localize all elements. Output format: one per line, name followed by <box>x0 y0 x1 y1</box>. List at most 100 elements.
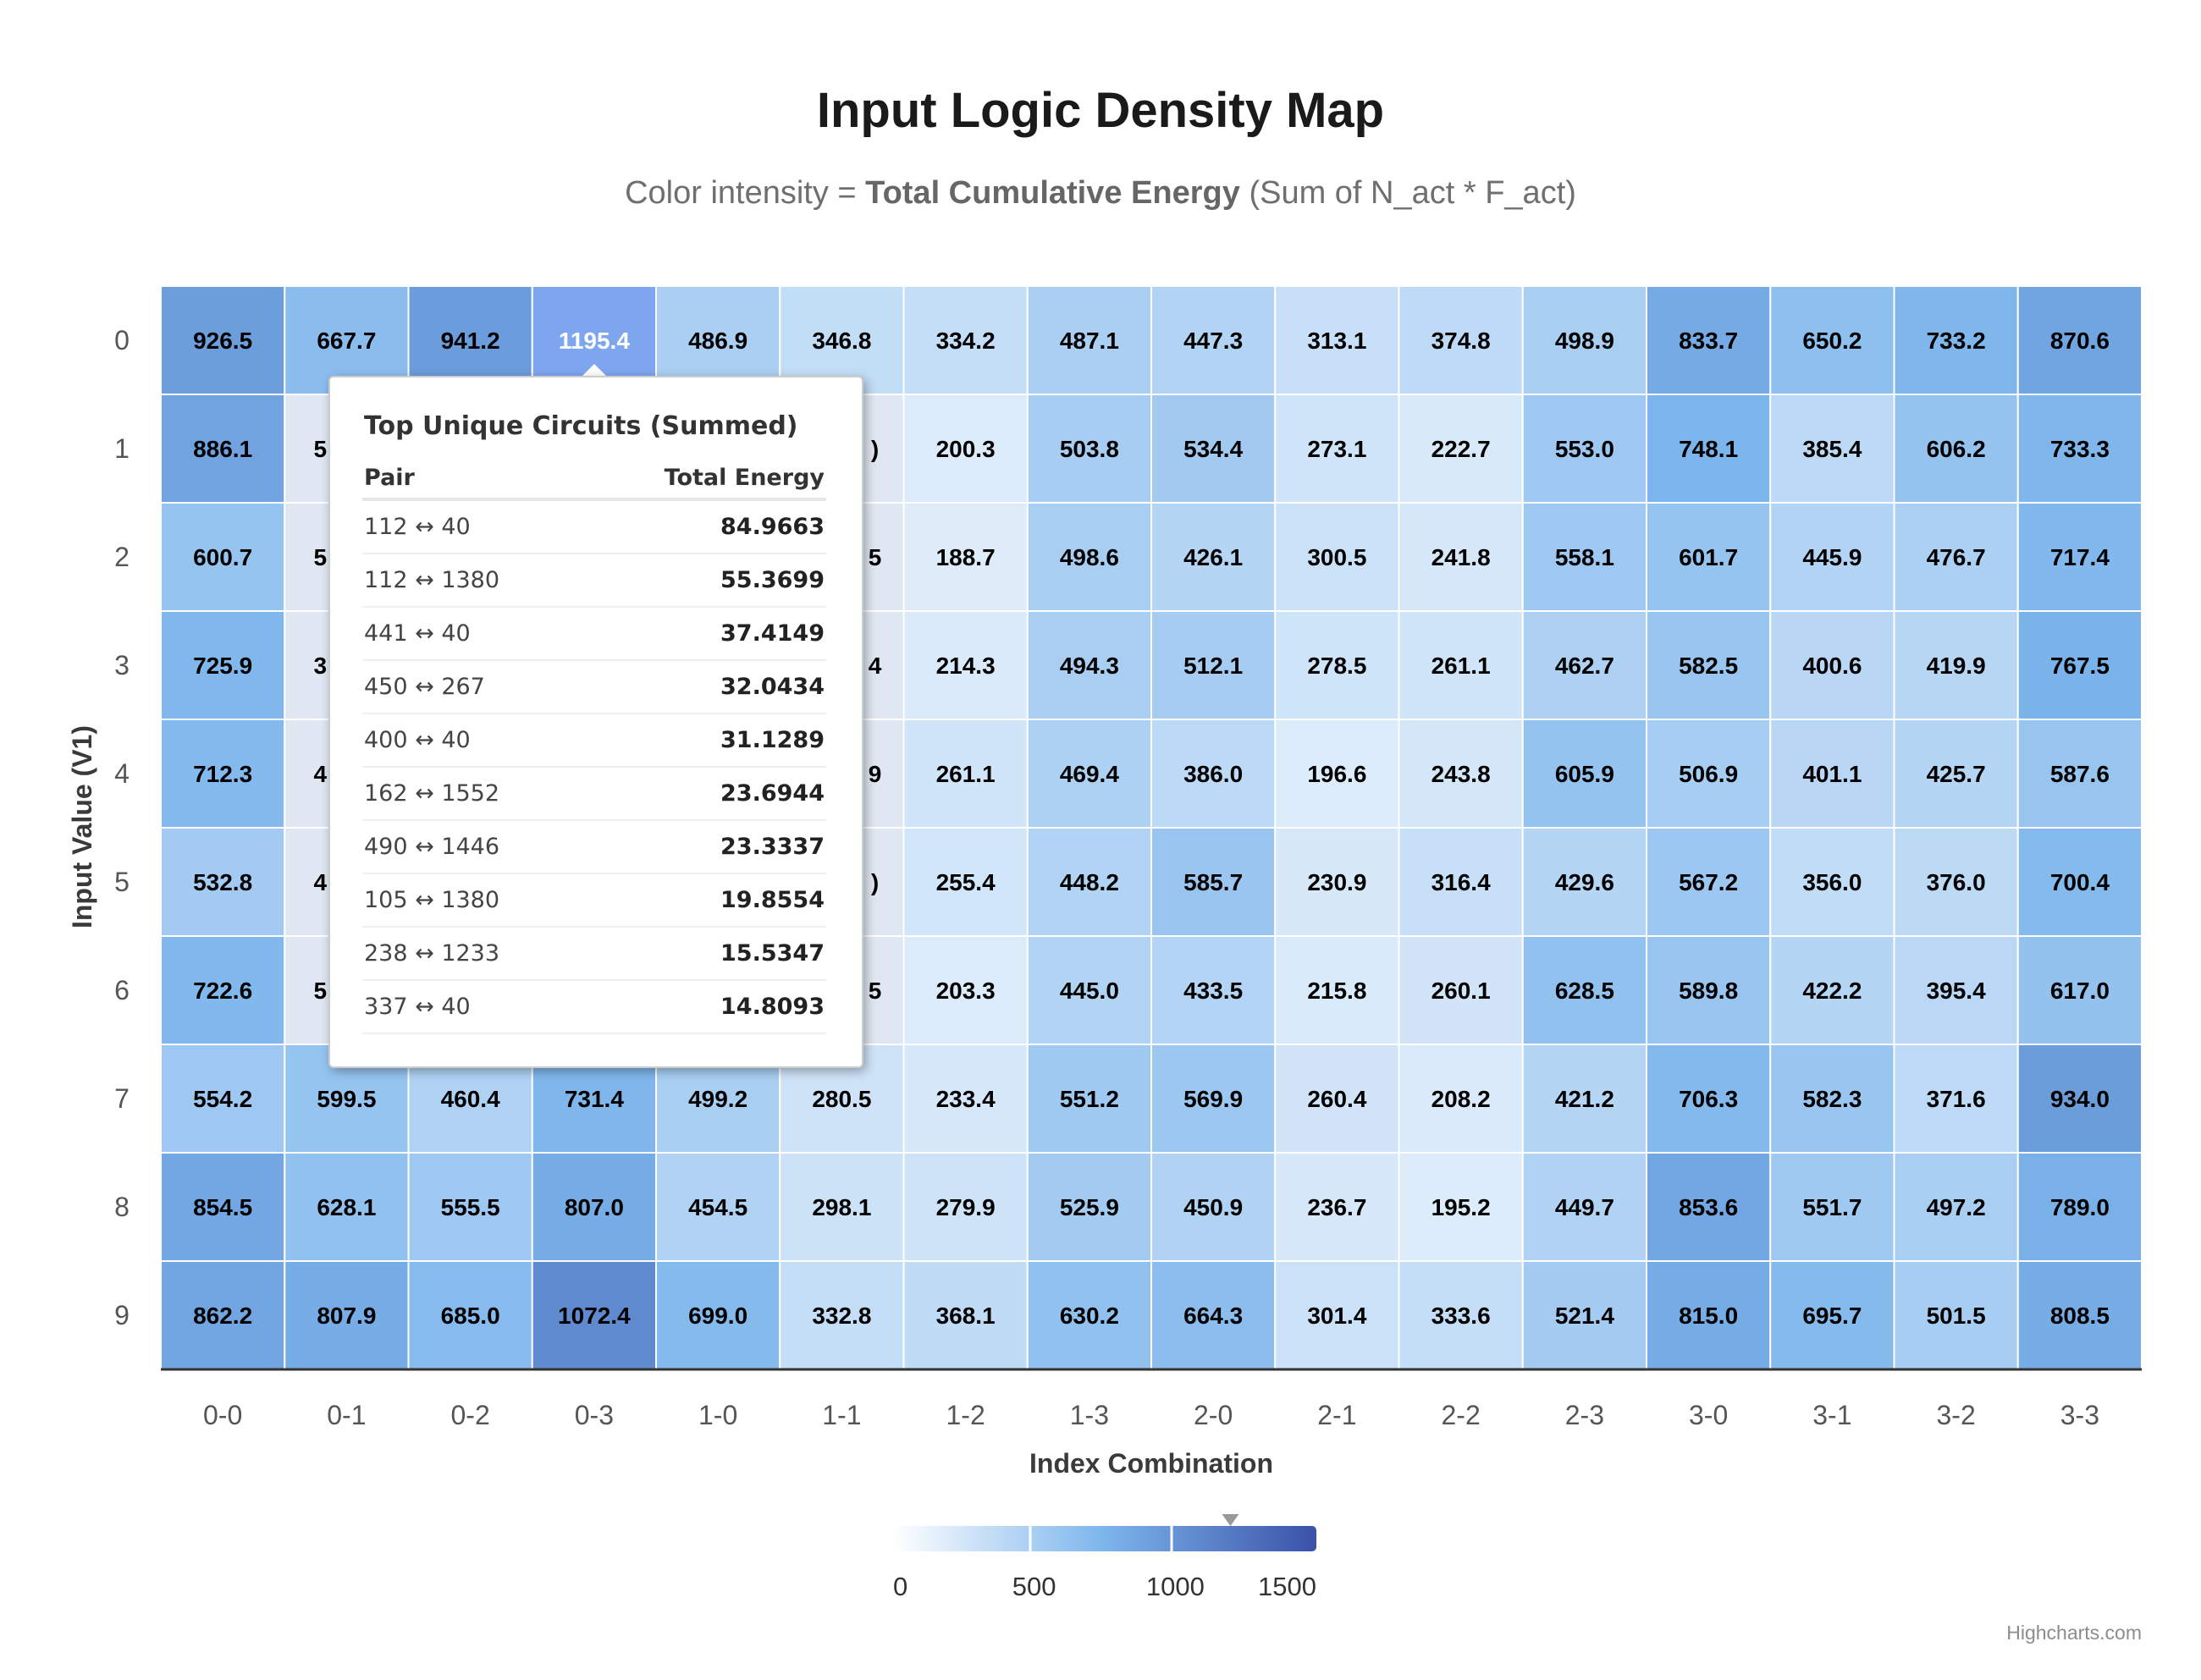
heatmap-cell[interactable] <box>1274 935 1400 1045</box>
heatmap-cell[interactable] <box>1274 719 1400 829</box>
heatmap-cell[interactable] <box>1646 1260 1772 1370</box>
heatmap-cell[interactable] <box>1150 1152 1277 1262</box>
heatmap-cell[interactable] <box>1646 1044 1772 1154</box>
heatmap-cell[interactable] <box>1274 502 1400 612</box>
cell-value-label: 733.2 <box>1927 328 1986 354</box>
heatmap-cell[interactable] <box>2016 610 2143 720</box>
heatmap-cell[interactable] <box>2016 935 2143 1045</box>
heatmap-cell[interactable] <box>1769 1152 1895 1262</box>
heatmap-cell[interactable] <box>1026 1260 1152 1370</box>
heatmap-cell[interactable] <box>1398 394 1524 504</box>
heatmap-cell[interactable] <box>1893 1152 2019 1262</box>
heatmap-cell[interactable] <box>1646 610 1772 720</box>
heatmap-cell[interactable] <box>1150 827 1277 937</box>
heatmap-cell[interactable] <box>1646 935 1772 1045</box>
heatmap-cell[interactable] <box>160 1044 286 1154</box>
cell-value-label-partial: ) <box>871 869 879 895</box>
heatmap-cell[interactable] <box>1521 610 1647 720</box>
heatmap-cell[interactable] <box>1893 1044 2019 1154</box>
heatmap-cell[interactable] <box>655 1260 781 1370</box>
heatmap-cell[interactable] <box>1769 935 1895 1045</box>
heatmap-cell[interactable] <box>1521 827 1647 937</box>
cell-value-label: 445.0 <box>1060 978 1119 1004</box>
cell-value-label: 301.4 <box>1307 1303 1366 1329</box>
heatmap-cell[interactable] <box>1026 502 1152 612</box>
heatmap-cell[interactable] <box>1769 827 1895 937</box>
heatmap-cell[interactable] <box>902 285 1029 395</box>
cell-value-label: 280.5 <box>812 1086 871 1112</box>
heatmap-cell[interactable] <box>1150 719 1277 829</box>
heatmap-cell[interactable] <box>1398 610 1524 720</box>
heatmap-cell[interactable] <box>1150 285 1277 395</box>
heatmap-cell[interactable] <box>160 1260 286 1370</box>
heatmap-cell[interactable] <box>160 827 286 937</box>
heatmap-cell[interactable] <box>779 1152 905 1262</box>
heatmap-cell[interactable] <box>1274 285 1400 395</box>
heatmap-cell[interactable] <box>1274 1260 1400 1370</box>
heatmap-cell[interactable] <box>531 1152 657 1262</box>
heatmap-cell[interactable] <box>284 1260 410 1370</box>
heatmap-cell[interactable] <box>1521 719 1647 829</box>
heatmap-cell[interactable] <box>902 610 1029 720</box>
heatmap-cell[interactable] <box>160 1152 286 1262</box>
heatmap-cell[interactable] <box>160 285 286 395</box>
heatmap-cell[interactable] <box>1398 285 1524 395</box>
heatmap-cell[interactable] <box>1274 1044 1400 1154</box>
heatmap-cell[interactable] <box>531 1260 657 1370</box>
heatmap-cell[interactable] <box>160 502 286 612</box>
heatmap-cell[interactable] <box>2016 1044 2143 1154</box>
heatmap-cell[interactable] <box>1398 827 1524 937</box>
heatmap-cell[interactable] <box>1521 1152 1647 1262</box>
heatmap-cell[interactable] <box>2016 394 2143 504</box>
heatmap-cell[interactable] <box>1274 1152 1400 1262</box>
tooltip-row: 337 ↔ 40 14.8093 <box>362 980 826 1034</box>
heatmap-cell[interactable] <box>407 1152 533 1262</box>
heatmap-cell[interactable] <box>2016 502 2143 612</box>
cell-value-label: 815.0 <box>1679 1303 1738 1329</box>
heatmap-cell[interactable] <box>1769 1044 1895 1154</box>
heatmap-cell[interactable] <box>1893 610 2019 720</box>
heatmap-cell[interactable] <box>1274 610 1400 720</box>
heatmap-cell[interactable] <box>1521 1260 1647 1370</box>
heatmap-cell[interactable] <box>1769 394 1895 504</box>
heatmap-cell[interactable] <box>1026 827 1152 937</box>
heatmap-cell[interactable] <box>2016 1152 2143 1262</box>
heatmap-cell[interactable] <box>1026 394 1152 504</box>
cell-value-label: 487.1 <box>1060 328 1119 354</box>
heatmap-cell[interactable] <box>779 1260 905 1370</box>
heatmap-cell[interactable] <box>1646 827 1772 937</box>
heatmap-cell[interactable] <box>1398 935 1524 1045</box>
heatmap-cell[interactable] <box>1150 935 1277 1045</box>
heatmap-cell[interactable] <box>1026 719 1152 829</box>
heatmap-cell[interactable] <box>1646 394 1772 504</box>
heatmap-cell[interactable] <box>1769 502 1895 612</box>
heatmap-cell[interactable] <box>902 935 1029 1045</box>
heatmap-cell[interactable] <box>1274 394 1400 504</box>
heatmap-cell[interactable] <box>655 1152 781 1262</box>
tooltip-pair: 112 ↔ 1380 <box>362 554 576 608</box>
heatmap-cell[interactable] <box>1150 502 1277 612</box>
heatmap-cell[interactable] <box>1150 610 1277 720</box>
heatmap-cell[interactable] <box>1150 1044 1277 1154</box>
heatmap-cell[interactable] <box>160 719 286 829</box>
heatmap-cell[interactable] <box>1769 1260 1895 1370</box>
heatmap-cell[interactable] <box>2016 285 2143 395</box>
heatmap-cell[interactable] <box>1646 502 1772 612</box>
heatmap-cell[interactable] <box>160 394 286 504</box>
heatmap-cell[interactable] <box>1893 827 2019 937</box>
cell-value-label: 279.9 <box>936 1194 996 1220</box>
heatmap-cell[interactable] <box>1026 1152 1152 1262</box>
heatmap-cell[interactable] <box>1893 1260 2019 1370</box>
heatmap-cell[interactable] <box>1398 1152 1524 1262</box>
heatmap-cell[interactable] <box>1398 719 1524 829</box>
tooltip-pair: 112 ↔ 40 <box>362 499 576 554</box>
heatmap-cell[interactable] <box>2016 827 2143 937</box>
heatmap-cell[interactable] <box>902 827 1029 937</box>
heatmap-cell[interactable] <box>1521 285 1647 395</box>
heatmap-cell[interactable] <box>1893 935 2019 1045</box>
heatmap-cell[interactable] <box>1646 719 1772 829</box>
highcharts-credits[interactable]: Highcharts.com <box>2006 1622 2142 1644</box>
heatmap-cell[interactable] <box>2016 719 2143 829</box>
cell-value-label: 333.6 <box>1431 1303 1491 1329</box>
tooltip-row: 490 ↔ 1446 23.3337 <box>362 820 826 874</box>
